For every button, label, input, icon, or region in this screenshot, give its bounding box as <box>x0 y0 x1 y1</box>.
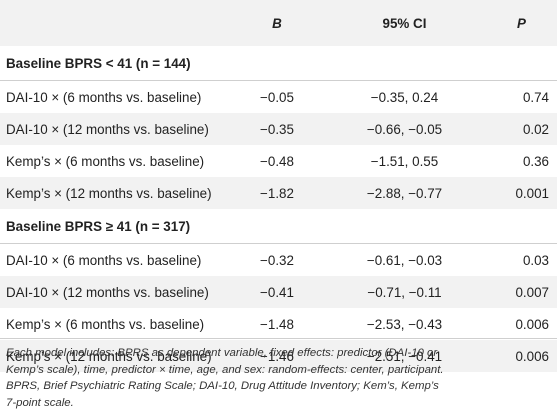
footnote-line: Each model includes: BPRS as dependent v… <box>6 347 438 359</box>
row-label: DAI-10 × (12 months vs. baseline) <box>6 121 209 137</box>
table-footnote: Each model includes: BPRS as dependent v… <box>6 345 551 411</box>
row-ci: −2.51, −0.41 <box>366 348 443 364</box>
table-bottom-rule <box>0 338 557 339</box>
table-body: Baseline BPRS < 41 (n = 144) DAI-10 × (6… <box>0 46 557 372</box>
results-table: B 95% CI P Baseline BPRS < 41 (n = 144) … <box>0 0 557 372</box>
group-row: Baseline BPRS < 41 (n = 144) <box>0 46 557 81</box>
row-ci: −2.88, −0.77 <box>366 185 443 201</box>
row-b: −0.35 <box>260 121 294 137</box>
group-title: Baseline BPRS < 41 (n = 144) <box>6 55 191 71</box>
table-header: B 95% CI P <box>0 0 557 46</box>
row-p: 0.03 <box>486 243 557 276</box>
row-ci: −0.66, −0.05 <box>366 121 443 137</box>
row-ci: −0.35, 0.24 <box>323 80 486 113</box>
row-p: 0.36 <box>522 153 549 169</box>
row-ci: −0.71, −0.11 <box>367 284 442 300</box>
table-row: Kemp’s × (6 months vs. baseline) −0.48 −… <box>0 145 557 177</box>
row-ci: −1.51, 0.55 <box>370 153 439 169</box>
header-b: B <box>272 15 282 31</box>
row-label: DAI-10 × (6 months vs. baseline) <box>0 243 231 276</box>
row-label: Kemp’s × (6 months vs. baseline) <box>6 153 205 169</box>
row-p: 0.006 <box>515 316 549 332</box>
row-b: −1.48 <box>260 316 294 332</box>
header-label-cell <box>0 0 231 46</box>
row-b: −0.41 <box>260 284 294 300</box>
table-row: DAI-10 × (6 months vs. baseline) −0.32 −… <box>0 243 557 276</box>
table-row: DAI-10 × (6 months vs. baseline) −0.05 −… <box>0 80 557 113</box>
row-ci: −0.61, −0.03 <box>323 243 486 276</box>
header-p: P <box>517 15 526 31</box>
row-b: −0.48 <box>260 153 294 169</box>
row-p: 0.02 <box>522 121 549 137</box>
row-label: Kemp’s × (12 months vs. baseline) <box>6 185 212 201</box>
group-row: Baseline BPRS ≥ 41 (n = 317) <box>0 209 557 244</box>
row-p: 0.007 <box>515 284 549 300</box>
table-row: Kemp’s × (12 months vs. baseline) −1.46 … <box>0 340 557 372</box>
footnote-line: Kemp’s scale), time, predictor × time, a… <box>6 363 444 376</box>
row-label: Kemp’s × (12 months vs. baseline) <box>6 348 212 364</box>
row-b: −0.05 <box>231 80 323 113</box>
row-b: −1.46 <box>260 348 294 364</box>
table-row: Kemp’s × (6 months vs. baseline) −1.48 −… <box>0 308 557 340</box>
table-row: DAI-10 × (12 months vs. baseline) −0.35 … <box>0 113 557 145</box>
row-label: DAI-10 × (12 months vs. baseline) <box>6 284 209 300</box>
row-p: 0.006 <box>515 348 549 364</box>
table-row: DAI-10 × (12 months vs. baseline) −0.41 … <box>0 276 557 308</box>
row-label: DAI-10 × (6 months vs. baseline) <box>0 80 231 113</box>
row-ci: −2.53, −0.43 <box>366 316 443 332</box>
row-b: −1.82 <box>260 185 294 201</box>
row-label: Kemp’s × (6 months vs. baseline) <box>6 316 205 332</box>
table-row: Kemp’s × (12 months vs. baseline) −1.82 … <box>0 177 557 209</box>
group-title: Baseline BPRS ≥ 41 (n = 317) <box>6 218 191 234</box>
header-ci: 95% CI <box>382 15 427 31</box>
row-p: 0.001 <box>515 185 549 201</box>
row-b: −0.32 <box>231 243 323 276</box>
footnote-line: 7-point scale. <box>6 396 74 409</box>
footnote-line: BPRS, Brief Psychiatric Rating Scale; DA… <box>6 380 439 392</box>
row-p: 0.74 <box>486 80 557 113</box>
